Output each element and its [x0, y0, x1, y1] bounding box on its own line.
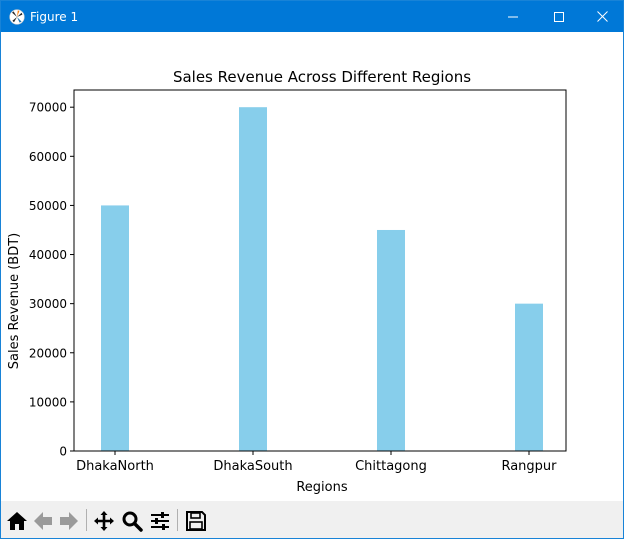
x-tick-label: DhakaSouth — [213, 459, 292, 474]
window-title: Figure 1 — [30, 10, 79, 24]
maximize-button[interactable] — [536, 1, 582, 32]
maximize-icon — [554, 11, 564, 22]
figure-canvas[interactable]: Sales Revenue Across Different Regions S… — [1, 32, 623, 501]
y-tick-label: 0 — [59, 445, 67, 459]
zoom-icon — [122, 511, 143, 532]
subplots-icon — [151, 512, 169, 530]
minimize-icon — [508, 16, 518, 17]
x-axis-label: Regions — [296, 480, 348, 495]
y-tick-label: 50000 — [29, 199, 67, 213]
y-axis-ticks: 0 10000 20000 30000 40000 50000 60000 70000 — [29, 101, 74, 459]
y-tick-label: 60000 — [29, 150, 67, 164]
title-bar[interactable]: Figure 1 — [1, 1, 623, 32]
home-button[interactable] — [5, 509, 29, 533]
bar-chart: Sales Revenue Across Different Regions S… — [7, 68, 567, 495]
chart-title: Sales Revenue Across Different Regions — [173, 68, 471, 86]
minimize-button[interactable] — [490, 1, 536, 32]
x-tick-label: Rangpur — [501, 459, 557, 474]
y-axis-label: Sales Revenue (BDT) — [7, 233, 22, 370]
bar-dhakanorth — [101, 205, 129, 451]
y-tick-label: 70000 — [29, 101, 67, 115]
bar-rangpur — [515, 303, 543, 451]
back-arrow-icon — [34, 512, 52, 530]
home-icon — [7, 512, 27, 530]
y-tick-label: 20000 — [29, 346, 67, 360]
toolbar-separator — [86, 509, 87, 531]
x-tick-label: DhakaNorth — [76, 459, 154, 474]
x-axis-ticks: DhakaNorth DhakaSouth Chittagong Rangpur — [76, 451, 557, 474]
pan-icon — [94, 511, 114, 531]
forward-arrow-icon — [60, 512, 78, 530]
pan-button[interactable] — [92, 509, 116, 533]
y-tick-label: 10000 — [29, 395, 67, 409]
back-button[interactable] — [31, 509, 55, 533]
navigation-toolbar — [1, 501, 623, 538]
close-button[interactable] — [579, 1, 623, 32]
toolbar-separator — [177, 509, 178, 531]
y-tick-label: 40000 — [29, 248, 67, 262]
configure-subplots-button[interactable] — [148, 509, 172, 533]
matplotlib-logo-icon — [9, 9, 25, 25]
zoom-button[interactable] — [120, 509, 144, 533]
forward-button[interactable] — [57, 509, 81, 533]
save-button[interactable] — [184, 509, 208, 533]
bar-dhakasouth — [239, 107, 267, 451]
plot-frame — [73, 89, 567, 452]
bar-chittagong — [377, 229, 405, 451]
save-icon — [186, 511, 206, 531]
x-tick-label: Chittagong — [355, 459, 427, 474]
bars-group — [101, 107, 543, 451]
close-icon — [596, 11, 608, 22]
y-tick-label: 30000 — [29, 297, 67, 311]
